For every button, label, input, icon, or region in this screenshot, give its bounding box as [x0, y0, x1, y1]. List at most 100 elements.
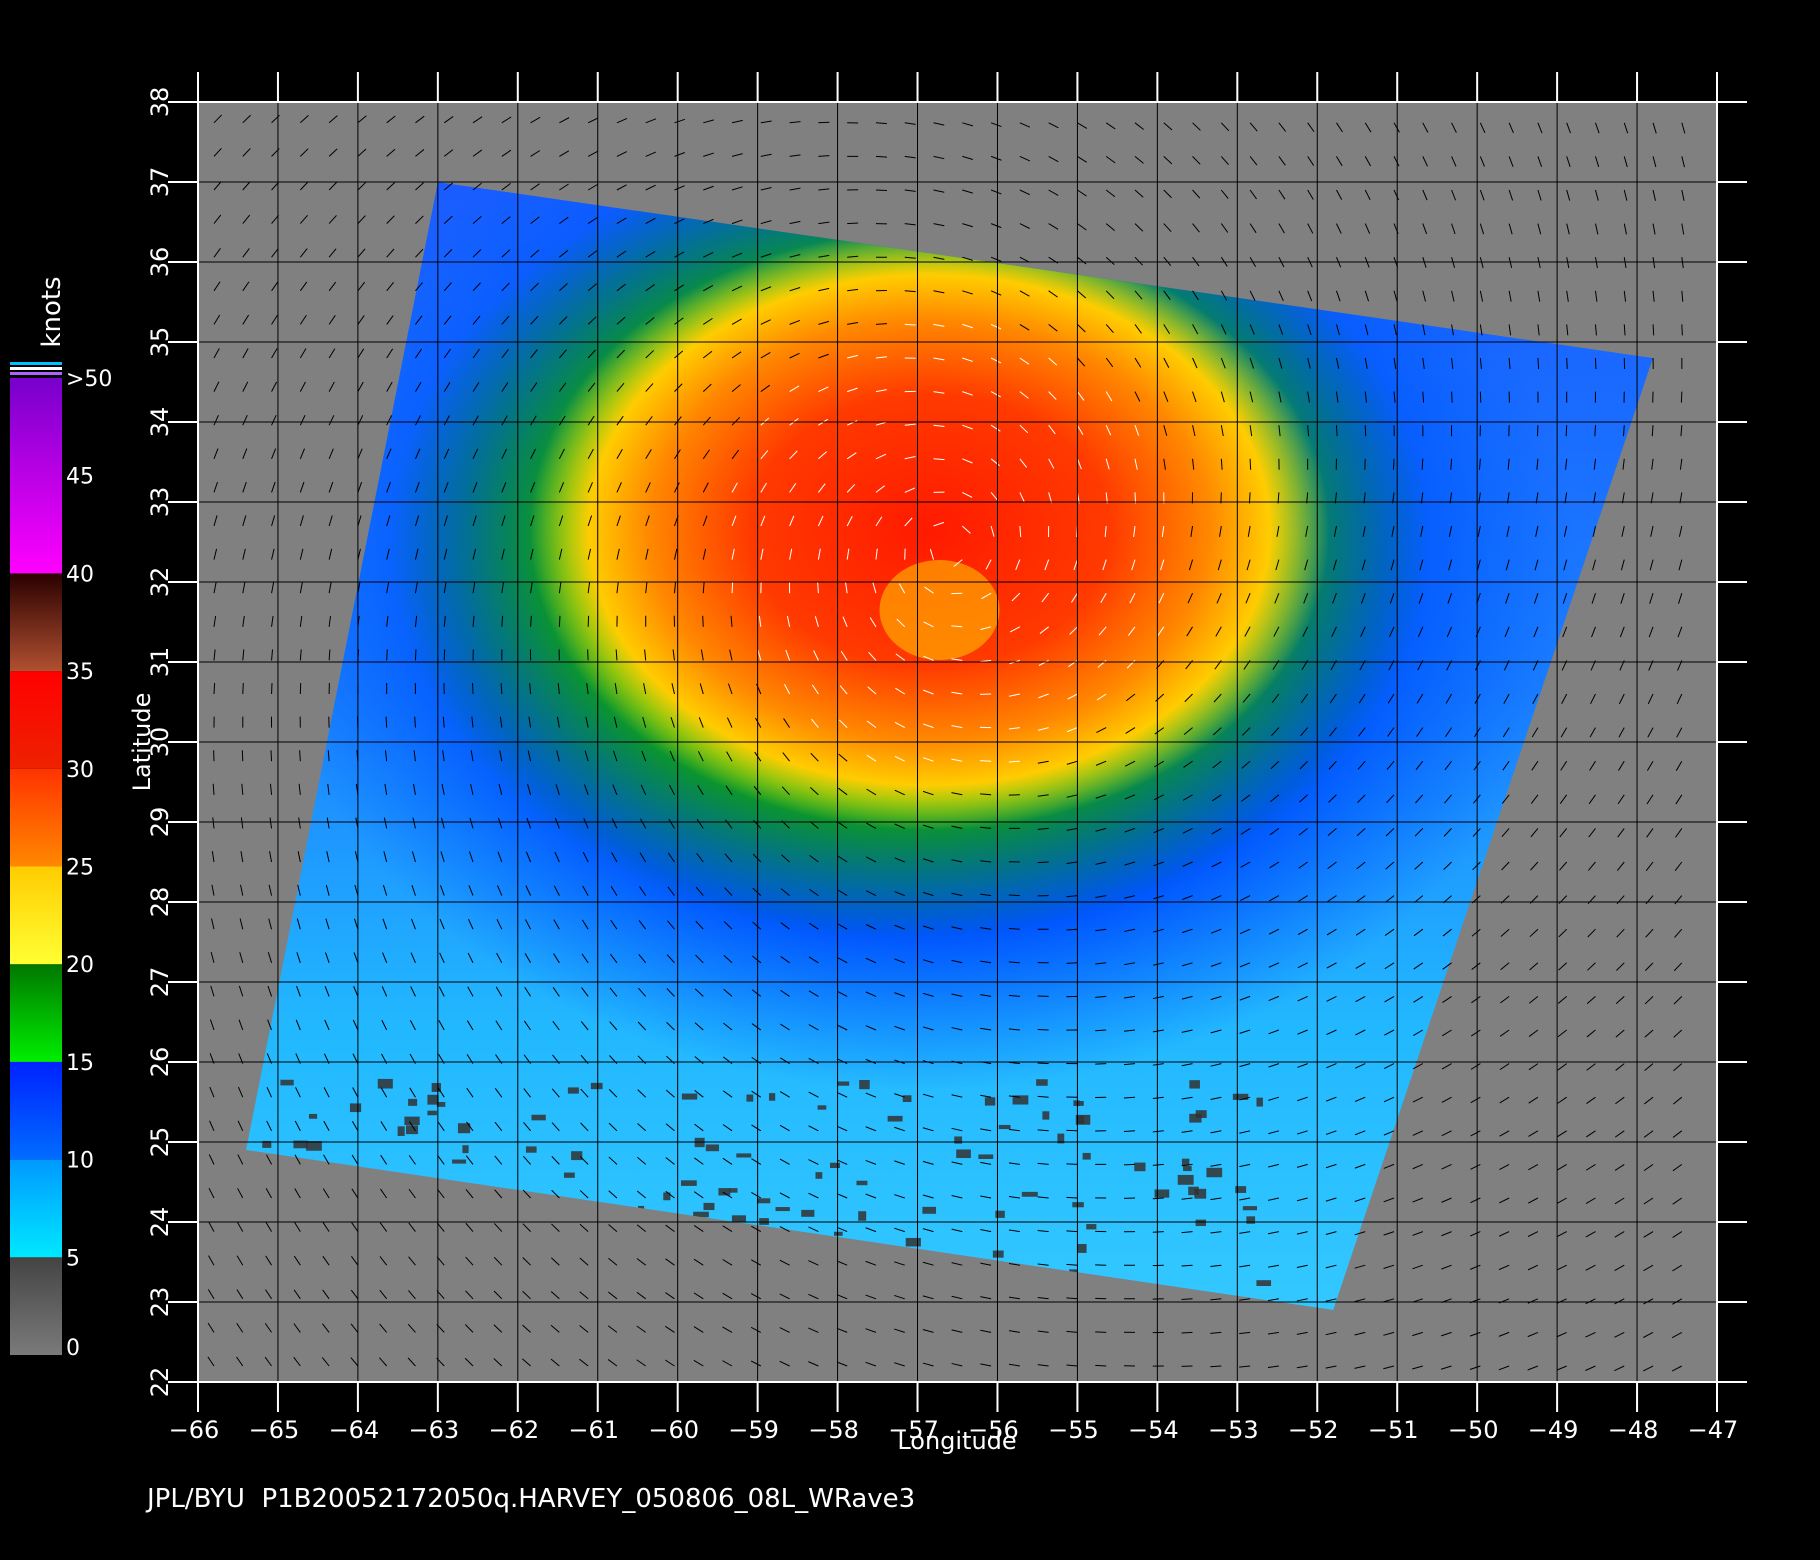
wind-vector	[299, 381, 306, 392]
wind-vector	[328, 215, 337, 224]
wind-vector	[326, 851, 330, 863]
wind-vector	[1537, 189, 1542, 201]
wind-vector	[1500, 996, 1510, 1004]
rain-flag-patch	[1181, 1158, 1190, 1166]
wind-vector	[558, 482, 565, 493]
wind-vector	[414, 515, 420, 527]
wind-vector	[1048, 189, 1059, 196]
wind-vector	[933, 189, 945, 193]
wind-vector	[587, 316, 597, 325]
wind-vector	[1008, 727, 1020, 730]
wind-vector	[894, 1126, 905, 1132]
wind-vector	[351, 1256, 359, 1266]
wind-vector	[980, 1229, 992, 1233]
rain-flag-patch	[681, 1093, 698, 1100]
wind-vector	[213, 281, 221, 292]
wind-vector	[1644, 1096, 1654, 1105]
wind-vector	[1296, 1264, 1308, 1269]
wind-vector	[808, 1260, 819, 1266]
wind-vector	[724, 887, 733, 896]
wind-vector	[1270, 794, 1280, 803]
wind-vector	[1647, 693, 1654, 705]
wind-vector	[1163, 425, 1168, 436]
wind-vector	[1441, 1264, 1452, 1270]
wind-vector	[809, 854, 819, 863]
wind-vector	[693, 1258, 704, 1266]
wind-vector	[415, 215, 424, 224]
wind-vector	[1415, 794, 1424, 804]
wind-vector	[1642, 1365, 1654, 1372]
wind-vector	[1249, 223, 1257, 234]
wind-vector	[1125, 693, 1136, 702]
wind-vector	[1077, 290, 1087, 299]
wind-vector	[1192, 425, 1196, 437]
rain-flag-patch	[308, 1113, 318, 1119]
wind-vector	[755, 717, 762, 728]
wind-vector	[789, 287, 801, 292]
rain-flag-patch	[531, 1114, 546, 1121]
wind-vector	[980, 1262, 992, 1266]
wind-vector	[472, 448, 479, 460]
wind-vector	[1134, 290, 1143, 300]
wind-vector	[865, 1193, 877, 1199]
wind-vector	[702, 548, 707, 560]
wind-vector	[242, 314, 250, 325]
latitude-tick-label: 35	[146, 327, 174, 358]
wind-vector	[1594, 324, 1597, 336]
rain-flag-patch	[404, 1116, 420, 1125]
rain-flag-patch	[1177, 1174, 1194, 1185]
wind-vector	[980, 793, 992, 796]
wind-vector	[579, 1190, 589, 1199]
wind-vector	[1392, 458, 1395, 470]
wind-vector	[1565, 425, 1568, 437]
wind-vector	[1355, 995, 1366, 1003]
wind-vector	[1442, 928, 1452, 937]
wind-vector	[1672, 1130, 1683, 1138]
wind-vector	[837, 990, 848, 997]
wind-vector	[242, 682, 244, 695]
rain-flag-patch	[729, 1188, 738, 1193]
wind-vector	[962, 223, 973, 228]
wind-vector	[1296, 1365, 1308, 1369]
wind-vector	[933, 323, 945, 327]
rain-flag-patch	[1012, 1095, 1029, 1105]
wind-vector	[980, 760, 992, 762]
wind-vector	[1186, 626, 1193, 637]
wind-vector	[1354, 1096, 1366, 1102]
wind-vector	[1269, 895, 1280, 902]
wind-vector	[1192, 391, 1197, 403]
longitude-tick-label: −51	[1368, 1416, 1419, 1444]
wind-vector	[1614, 1197, 1625, 1205]
rain-flag-patch	[998, 1124, 1011, 1130]
wind-vector	[1469, 1365, 1481, 1371]
wind-vector	[731, 449, 740, 460]
wind-vector	[1332, 559, 1337, 571]
latitude-tick-label: 25	[146, 1127, 174, 1158]
wind-vector	[386, 649, 388, 661]
wind-vector	[1614, 1298, 1625, 1305]
wind-vector	[1328, 794, 1337, 803]
wind-vector	[1383, 1130, 1395, 1136]
wind-vector	[703, 218, 714, 225]
wind-vector	[865, 856, 877, 863]
wind-vector	[1008, 994, 1020, 997]
wind-vector	[409, 1020, 416, 1031]
wind-vector	[1153, 928, 1164, 933]
wind-vector	[1102, 559, 1107, 571]
wind-vector	[985, 559, 992, 570]
wind-vector	[269, 783, 273, 795]
wind-vector	[1451, 324, 1454, 336]
wind-vector	[472, 548, 477, 560]
wind-vector	[465, 1290, 474, 1300]
longitude-tick-label: −56	[968, 1416, 1019, 1444]
wind-vector	[579, 1223, 589, 1232]
wind-vector	[1181, 1231, 1193, 1234]
wind-vector	[557, 683, 560, 695]
rain-flag-patch	[1086, 1224, 1097, 1230]
wind-vector	[1412, 1130, 1424, 1136]
wind-vector	[1450, 458, 1453, 470]
wind-vector	[779, 1327, 790, 1333]
colorbar-band	[10, 964, 62, 1062]
wind-vector	[1501, 794, 1510, 804]
wind-vector	[725, 785, 733, 796]
